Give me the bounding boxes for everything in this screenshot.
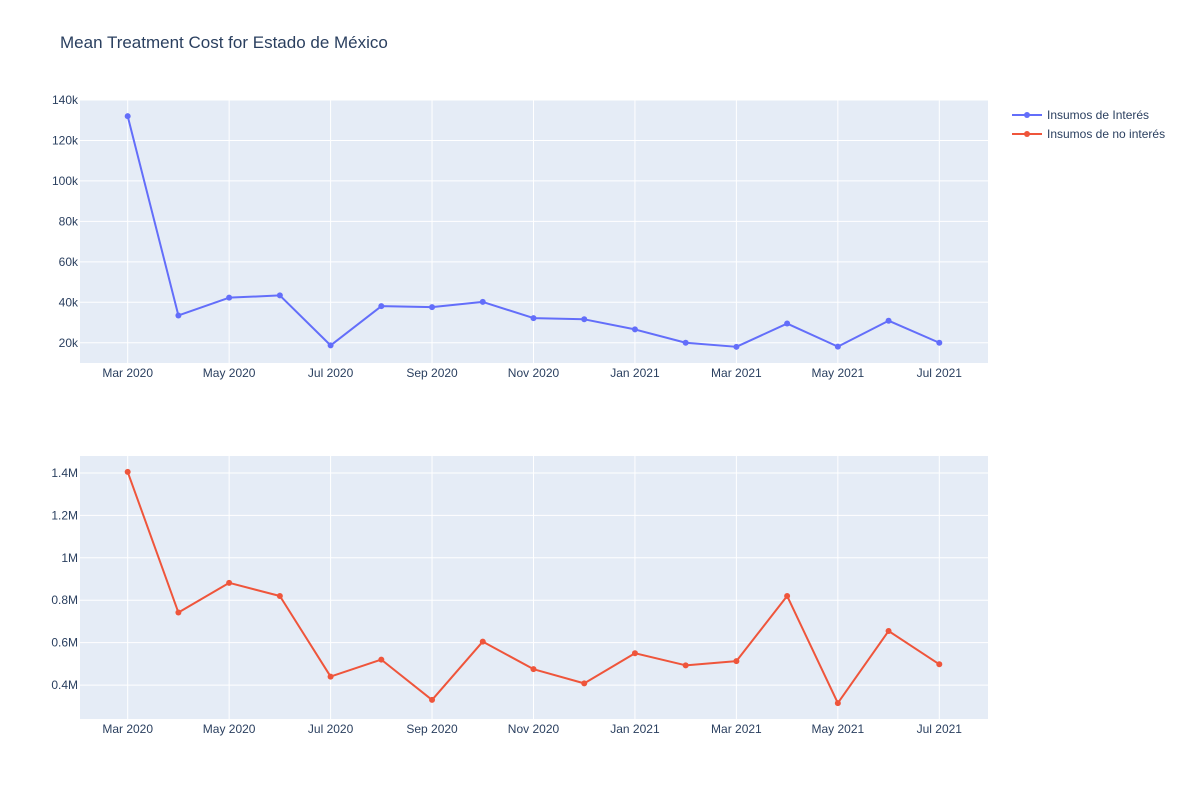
- x-tick-label: Jul 2021: [917, 366, 963, 380]
- x-tick-label: Jul 2021: [917, 722, 963, 736]
- x-tick-label: May 2021: [811, 722, 864, 736]
- x-tick-label: Jul 2020: [308, 366, 354, 380]
- legend-item-insumos-de-interes[interactable]: Insumos de Interés: [1012, 105, 1165, 124]
- y-tick-label: 0.8M: [51, 593, 78, 607]
- data-point: [276, 292, 283, 299]
- x-tick-label: Jul 2020: [308, 722, 354, 736]
- data-point: [682, 662, 689, 669]
- data-point: [276, 592, 283, 599]
- x-tick-label: May 2020: [203, 722, 256, 736]
- data-point: [834, 700, 841, 707]
- data-point: [429, 696, 436, 703]
- chart-title: Mean Treatment Cost for Estado de México: [60, 33, 388, 52]
- y-tick-label: 1.4M: [51, 466, 78, 480]
- legend[interactable]: Insumos de Interés Insumos de no interés: [1012, 105, 1165, 143]
- plot-area-1: [80, 100, 988, 363]
- data-point: [682, 339, 689, 346]
- data-point: [733, 658, 740, 665]
- data-point: [327, 342, 334, 349]
- plot-area-2: [80, 456, 988, 719]
- y-tick-label: 0.6M: [51, 636, 78, 650]
- x-tick-label: Mar 2021: [711, 366, 762, 380]
- data-point: [530, 315, 537, 322]
- data-point: [479, 298, 486, 305]
- x-tick-label: Sep 2020: [406, 366, 458, 380]
- y-tick-label: 120k: [52, 133, 79, 147]
- data-point: [175, 609, 182, 616]
- data-point: [124, 468, 131, 475]
- x-tick-label: Nov 2020: [508, 722, 560, 736]
- data-point: [631, 326, 638, 333]
- data-point: [124, 113, 131, 120]
- x-tick-label: Jan 2021: [610, 366, 660, 380]
- data-point: [378, 303, 385, 310]
- data-point: [226, 579, 233, 586]
- data-point: [784, 592, 791, 599]
- data-point: [581, 680, 588, 687]
- x-tick-label: May 2021: [811, 366, 864, 380]
- data-point: [784, 320, 791, 327]
- x-tick-label: Jan 2021: [610, 722, 660, 736]
- x-tick-label: May 2020: [203, 366, 256, 380]
- y-tick-label: 1.2M: [51, 508, 78, 522]
- data-point: [378, 656, 385, 663]
- data-point: [479, 638, 486, 645]
- data-point: [631, 650, 638, 657]
- data-point: [429, 304, 436, 311]
- data-point: [834, 343, 841, 350]
- y-tick-label: 0.4M: [51, 678, 78, 692]
- y-tick-label: 60k: [59, 255, 79, 269]
- data-point: [226, 294, 233, 301]
- y-tick-label: 140k: [52, 93, 79, 107]
- data-point: [733, 343, 740, 350]
- legend-label: Insumos de no interés: [1047, 126, 1166, 141]
- data-point: [885, 627, 892, 634]
- data-point: [581, 316, 588, 323]
- x-tick-label: Mar 2020: [102, 366, 153, 380]
- y-tick-label: 40k: [59, 295, 79, 309]
- y-tick-label: 80k: [59, 214, 79, 228]
- x-tick-label: Mar 2021: [711, 722, 762, 736]
- legend-item-insumos-de-no-interes[interactable]: Insumos de no interés: [1012, 124, 1165, 143]
- y-tick-label: 1M: [61, 551, 78, 565]
- legend-swatch-icon: [1012, 129, 1042, 139]
- x-tick-label: Mar 2020: [102, 722, 153, 736]
- legend-swatch-icon: [1012, 110, 1042, 120]
- data-point: [936, 339, 943, 346]
- legend-label: Insumos de Interés: [1047, 107, 1150, 122]
- data-point: [327, 673, 334, 680]
- x-tick-label: Nov 2020: [508, 366, 560, 380]
- data-point: [936, 661, 943, 668]
- data-point: [885, 317, 892, 324]
- y-tick-label: 100k: [52, 174, 79, 188]
- data-point: [530, 666, 537, 673]
- x-tick-label: Sep 2020: [406, 722, 458, 736]
- y-tick-label: 20k: [59, 336, 79, 350]
- data-point: [175, 312, 182, 319]
